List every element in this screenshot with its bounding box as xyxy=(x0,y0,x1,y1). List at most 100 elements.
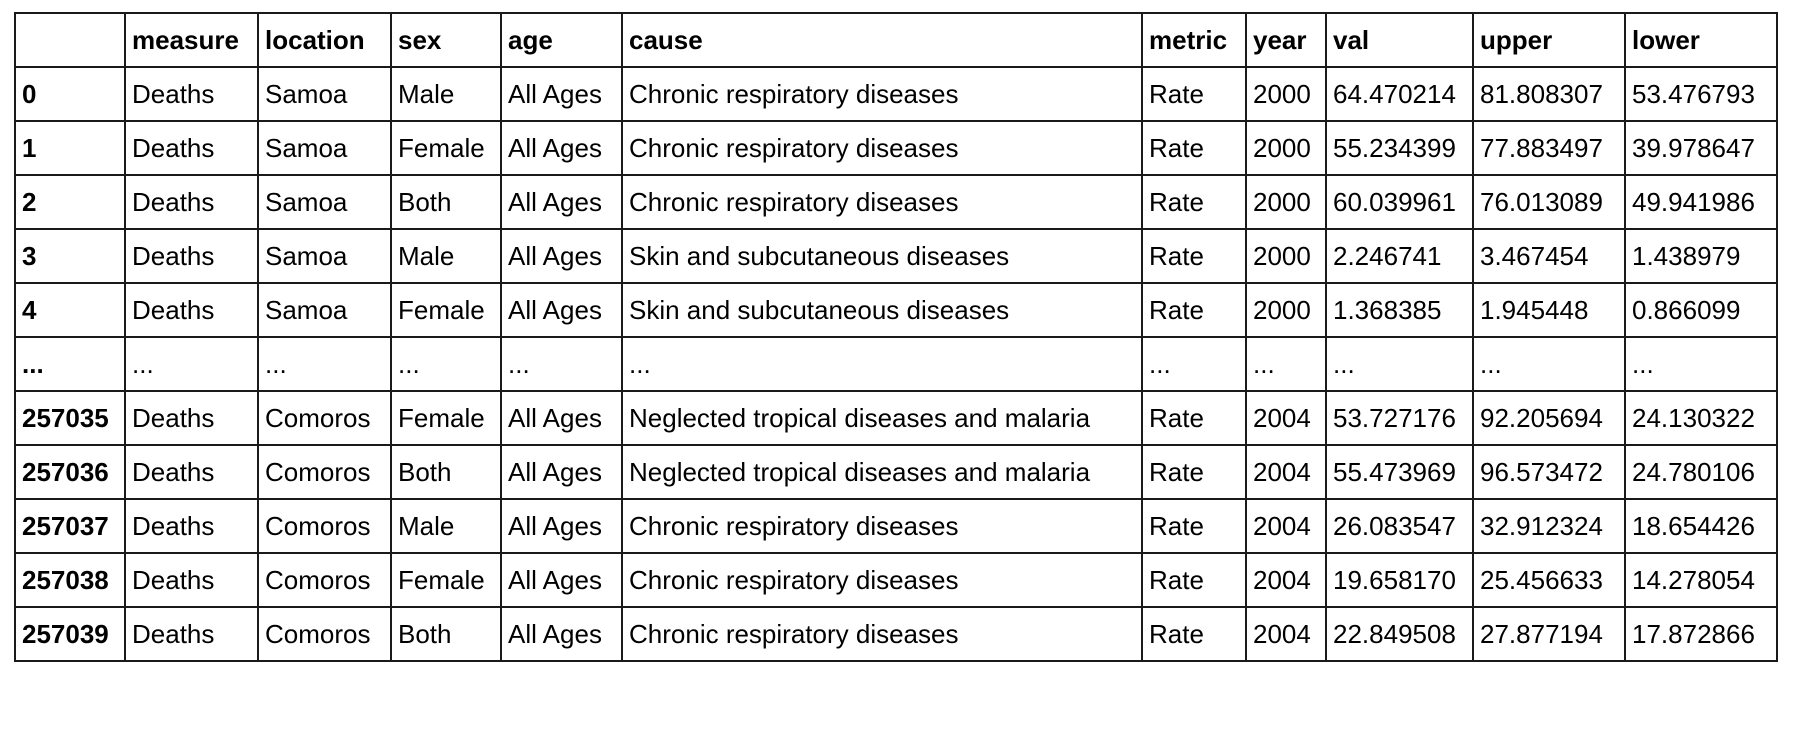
cell-metric: Rate xyxy=(1141,444,1247,500)
table-row: 257039 Deaths Comoros Both All Ages Chronic r… xyxy=(14,606,1778,662)
cell-year: 2004 xyxy=(1245,606,1327,662)
cell-location: Samoa xyxy=(257,228,392,284)
column-header-age: age xyxy=(500,12,623,68)
cell-year: 2000 xyxy=(1245,66,1327,122)
cell-upper: 1.945448 xyxy=(1472,282,1626,338)
dataframe-table: measure location sex age cause metric year val u… xyxy=(14,12,1778,662)
cell-sex: Female xyxy=(390,120,502,176)
column-header-measure: measure xyxy=(124,12,259,68)
cell-metric: Rate xyxy=(1141,390,1247,446)
header-row: measure location sex age cause metric year val u… xyxy=(14,12,1778,68)
cell-cause: Skin and subcutaneous diseases xyxy=(621,282,1143,338)
cell-age: All Ages xyxy=(500,390,623,446)
cell-metric: Rate xyxy=(1141,282,1247,338)
cell-age: ... xyxy=(500,336,623,392)
cell-lower: 39.978647 xyxy=(1624,120,1778,176)
cell-sex: Both xyxy=(390,444,502,500)
cell-sex: Female xyxy=(390,552,502,608)
cell-year: ... xyxy=(1245,336,1327,392)
cell-cause: Chronic respiratory diseases xyxy=(621,498,1143,554)
cell-lower: 53.476793 xyxy=(1624,66,1778,122)
cell-measure: Deaths xyxy=(124,606,259,662)
table-row: 257037 Deaths Comoros Male All Ages Chronic r… xyxy=(14,498,1778,554)
cell-lower: 0.866099 xyxy=(1624,282,1778,338)
row-index: 257039 xyxy=(14,606,126,662)
cell-location: Comoros xyxy=(257,552,392,608)
column-header-upper: upper xyxy=(1472,12,1626,68)
cell-year: 2004 xyxy=(1245,498,1327,554)
cell-sex: Male xyxy=(390,66,502,122)
cell-year: 2000 xyxy=(1245,282,1327,338)
cell-lower: 1.438979 xyxy=(1624,228,1778,284)
table-row: 257035 Deaths Comoros Female All Ages Neglect… xyxy=(14,390,1778,446)
cell-metric: Rate xyxy=(1141,228,1247,284)
cell-measure: Deaths xyxy=(124,174,259,230)
cell-metric: ... xyxy=(1141,336,1247,392)
cell-measure: Deaths xyxy=(124,228,259,284)
cell-cause: Chronic respiratory diseases xyxy=(621,120,1143,176)
cell-lower: ... xyxy=(1624,336,1778,392)
column-header-sex: sex xyxy=(390,12,502,68)
cell-upper: 92.205694 xyxy=(1472,390,1626,446)
row-index: 257036 xyxy=(14,444,126,500)
cell-age: All Ages xyxy=(500,228,623,284)
row-index: 2 xyxy=(14,174,126,230)
cell-age: All Ages xyxy=(500,552,623,608)
cell-val: 26.083547 xyxy=(1325,498,1474,554)
cell-age: All Ages xyxy=(500,120,623,176)
cell-measure: Deaths xyxy=(124,498,259,554)
cell-upper: 25.456633 xyxy=(1472,552,1626,608)
cell-upper: 81.808307 xyxy=(1472,66,1626,122)
row-index: 3 xyxy=(14,228,126,284)
cell-measure: Deaths xyxy=(124,552,259,608)
cell-measure: Deaths xyxy=(124,444,259,500)
cell-metric: Rate xyxy=(1141,174,1247,230)
column-header-lower: lower xyxy=(1624,12,1778,68)
cell-measure: Deaths xyxy=(124,282,259,338)
row-index: ... xyxy=(14,336,126,392)
cell-val: 53.727176 xyxy=(1325,390,1474,446)
cell-measure: Deaths xyxy=(124,66,259,122)
cell-val: 64.470214 xyxy=(1325,66,1474,122)
cell-cause: Skin and subcutaneous diseases xyxy=(621,228,1143,284)
cell-sex: Both xyxy=(390,174,502,230)
table-body: 0 Deaths Samoa Male All Ages Chronic respirat… xyxy=(14,66,1778,662)
table-row: 257038 Deaths Comoros Female All Ages Chronic… xyxy=(14,552,1778,608)
row-index: 257035 xyxy=(14,390,126,446)
cell-age: All Ages xyxy=(500,174,623,230)
cell-sex: Male xyxy=(390,228,502,284)
cell-lower: 17.872866 xyxy=(1624,606,1778,662)
cell-metric: Rate xyxy=(1141,498,1247,554)
cell-metric: Rate xyxy=(1141,552,1247,608)
cell-upper: 96.573472 xyxy=(1472,444,1626,500)
row-index: 1 xyxy=(14,120,126,176)
cell-year: 2004 xyxy=(1245,552,1327,608)
cell-val: 55.234399 xyxy=(1325,120,1474,176)
cell-cause: ... xyxy=(621,336,1143,392)
cell-year: 2000 xyxy=(1245,174,1327,230)
cell-sex: Male xyxy=(390,498,502,554)
cell-measure: ... xyxy=(124,336,259,392)
cell-upper: 3.467454 xyxy=(1472,228,1626,284)
cell-lower: 18.654426 xyxy=(1624,498,1778,554)
cell-age: All Ages xyxy=(500,444,623,500)
cell-cause: Neglected tropical diseases and malaria xyxy=(621,390,1143,446)
table-row: 4 Deaths Samoa Female All Ages Skin and subcu… xyxy=(14,282,1778,338)
cell-sex: Both xyxy=(390,606,502,662)
cell-val: 60.039961 xyxy=(1325,174,1474,230)
cell-age: All Ages xyxy=(500,282,623,338)
row-index: 257037 xyxy=(14,498,126,554)
cell-location: Samoa xyxy=(257,282,392,338)
row-index: 4 xyxy=(14,282,126,338)
cell-measure: Deaths xyxy=(124,390,259,446)
cell-year: 2004 xyxy=(1245,390,1327,446)
table-row: 1 Deaths Samoa Female All Ages Chronic respir… xyxy=(14,120,1778,176)
cell-upper: 27.877194 xyxy=(1472,606,1626,662)
table-row: 3 Deaths Samoa Male All Ages Skin and subcuta… xyxy=(14,228,1778,284)
cell-location: ... xyxy=(257,336,392,392)
cell-upper: ... xyxy=(1472,336,1626,392)
cell-location: Comoros xyxy=(257,390,392,446)
table-row: ................................. xyxy=(14,336,1778,392)
cell-lower: 24.130322 xyxy=(1624,390,1778,446)
cell-cause: Chronic respiratory diseases xyxy=(621,552,1143,608)
